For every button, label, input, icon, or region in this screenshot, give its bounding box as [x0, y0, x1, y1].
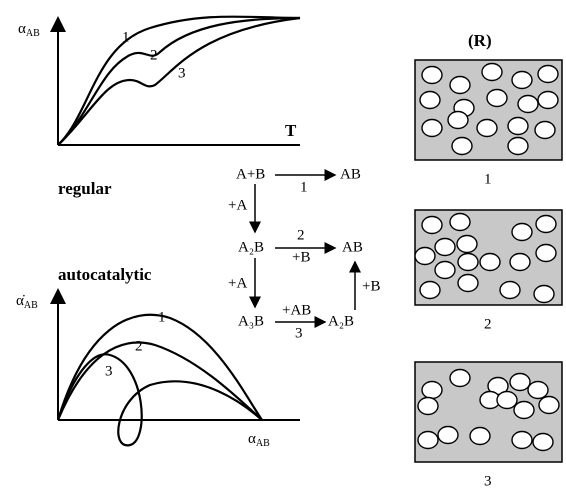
- particle: [422, 217, 442, 234]
- particle: [518, 96, 538, 113]
- species: AB: [340, 166, 361, 182]
- particle: [418, 432, 438, 449]
- reagent: +B: [292, 249, 310, 265]
- particle: [450, 77, 470, 94]
- particle: [535, 122, 555, 139]
- curve-label: 3: [105, 363, 113, 379]
- particle: [458, 254, 478, 271]
- curve-label: 3: [178, 65, 186, 81]
- reagent: +B: [362, 278, 380, 294]
- particle: [435, 262, 455, 279]
- figure: αAB T 1 2 3 regular autocatalytic α̇AB α…: [0, 0, 566, 488]
- particle: [538, 92, 558, 109]
- curve-label: 2: [150, 47, 158, 63]
- reagent: +A: [228, 275, 247, 291]
- particle: [512, 224, 532, 241]
- top-plot: αAB T 1 2 3: [18, 17, 300, 145]
- species: A₃B: [238, 313, 264, 329]
- particle: [482, 64, 502, 81]
- curve: [58, 18, 300, 145]
- reagent: +AB: [282, 302, 311, 318]
- particle: [536, 245, 556, 262]
- step-label: 3: [295, 325, 303, 341]
- particle: [418, 398, 438, 415]
- y-label: αAB: [18, 21, 40, 39]
- panels-title: (R): [468, 31, 492, 50]
- species: A+B: [236, 166, 265, 182]
- species: AB: [342, 239, 363, 255]
- particle: [415, 248, 435, 265]
- label: regular: [58, 179, 112, 198]
- curve-label: 1: [122, 29, 130, 45]
- particle: [487, 90, 507, 107]
- reaction-scheme: A+B AB 1 +A A₂B 2 +B AB +A A₃B +AB 3 A₂B…: [228, 166, 380, 341]
- particle: [539, 397, 559, 414]
- panel-label: 3: [484, 473, 492, 488]
- particle: [420, 282, 440, 299]
- particle: [438, 427, 458, 444]
- curve-label: 1: [158, 309, 166, 325]
- curve-label: 2: [135, 338, 143, 354]
- particle: [508, 138, 528, 155]
- particle: [457, 236, 477, 253]
- particle: [452, 138, 472, 155]
- particle: [480, 254, 500, 271]
- particle: [435, 239, 455, 256]
- curve: [58, 18, 300, 145]
- particle: [534, 286, 554, 303]
- species: A₂B: [328, 313, 354, 329]
- y-label: α̇AB: [16, 293, 38, 311]
- particle: [477, 120, 497, 137]
- particle: [510, 254, 530, 271]
- panel-label: 2: [484, 316, 492, 332]
- particle: [533, 434, 553, 451]
- particle: [470, 428, 490, 445]
- step-label: 1: [300, 179, 308, 195]
- x-label: T: [285, 121, 297, 140]
- particle: [510, 374, 530, 391]
- panel-label: 1: [484, 171, 492, 187]
- particle: [536, 216, 556, 233]
- particle: [422, 120, 442, 137]
- particle: [448, 112, 468, 129]
- label: autocatalytic: [58, 265, 152, 284]
- reagent: +A: [228, 197, 247, 213]
- particle: [528, 382, 548, 399]
- particle: [512, 72, 532, 89]
- particle: [458, 275, 478, 292]
- particle: [422, 382, 442, 399]
- particle: [508, 118, 528, 135]
- particle: [538, 66, 558, 83]
- particle: [450, 214, 470, 231]
- step-label: 2: [297, 227, 305, 243]
- particle: [422, 67, 442, 84]
- x-label: αAB: [248, 431, 270, 449]
- particle: [512, 432, 532, 449]
- particle: [500, 282, 520, 299]
- species: A₂B: [238, 239, 264, 255]
- particle: [420, 92, 440, 109]
- particle: [497, 392, 517, 409]
- panels: 1 2 3: [415, 60, 562, 488]
- particle: [514, 402, 534, 419]
- particle: [450, 370, 470, 387]
